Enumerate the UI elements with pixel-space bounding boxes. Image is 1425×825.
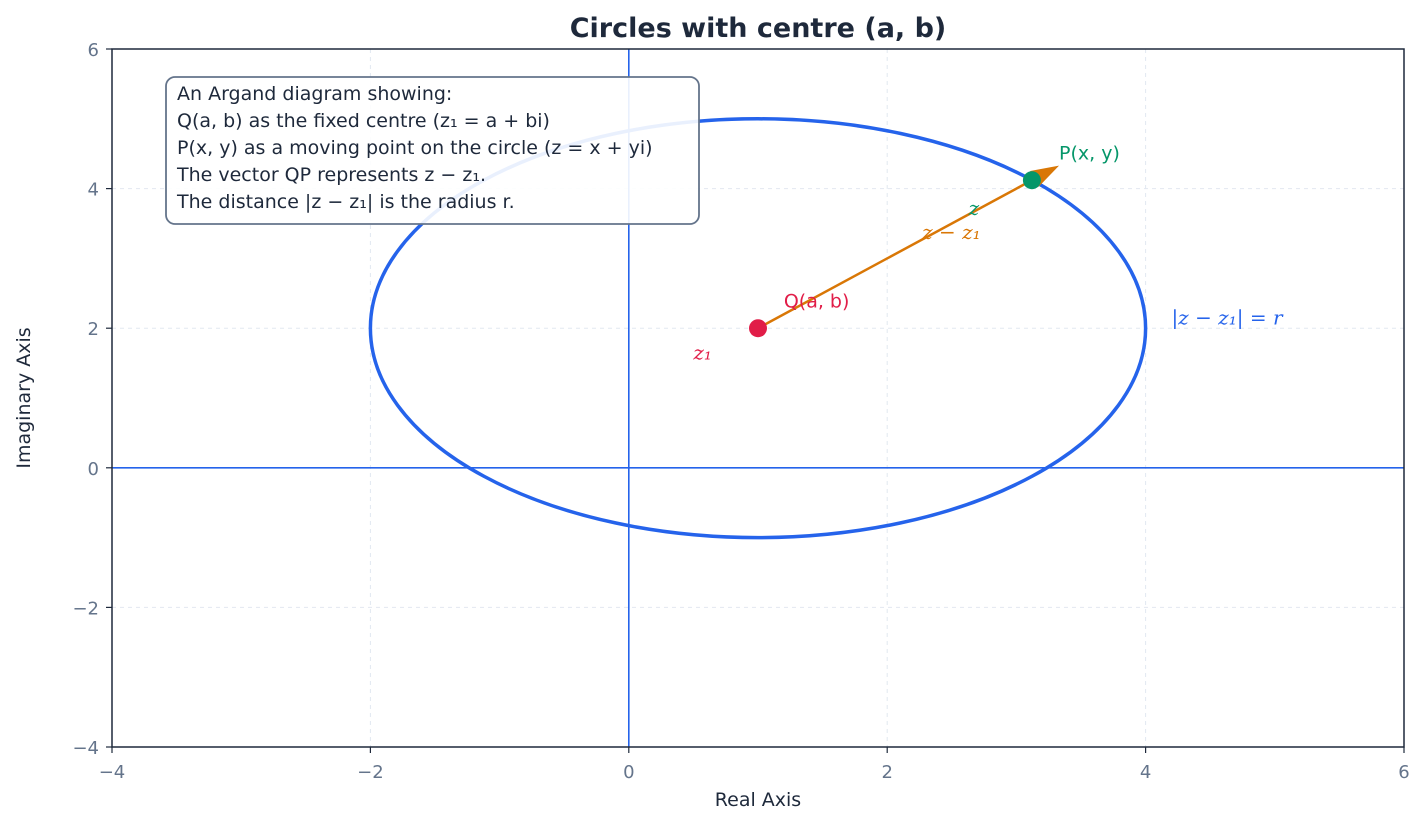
circle-layer [368,117,1148,540]
x-tick-label: 6 [1398,762,1409,783]
x-tick-label: 4 [1140,762,1151,783]
points-layer [749,171,1041,338]
annotation-line: Q(a, b) as the fixed centre (z₁ = a + bi… [177,110,550,132]
y-axis-title: Imaginary Axis [13,327,35,468]
y-tick-label: 4 [88,180,99,201]
moving-point-p [1022,171,1041,190]
y-tick-label: −4 [72,738,99,759]
y-tick-label: 2 [88,319,99,340]
vector-qp-shaft [757,177,1035,330]
centre-label: Q(a, b) [784,290,850,312]
locus-circle [368,117,1148,540]
annotation-line: The vector QP represents z − z₁. [176,164,486,186]
z1-label: z₁ [692,341,712,365]
x-tick-label: 0 [623,762,634,783]
y-tick-label: 6 [88,40,99,61]
annotation-box: An Argand diagram showing: Q(a, b) as the… [165,76,700,225]
chart-title: Circles with centre (a, b) [570,13,947,44]
x-axis-title: Real Axis [715,789,801,811]
z-label: z [968,196,980,220]
x-tick-label: −2 [357,762,384,783]
tick-marks: −4 −2 0 2 4 6 −4 −2 0 2 4 6 [72,40,1409,783]
annotation-line: P(x, y) as a moving point on the circle … [177,137,653,159]
y-tick-label: −2 [72,598,99,619]
x-tick-label: −4 [99,762,126,783]
plot-frame [111,48,1405,748]
annotation-box-frame [165,76,700,225]
labels-layer: Q(a, b) z₁ P(x, y) zz − z₁ |z − z₁| = r [692,142,1284,364]
y-tick-label: 0 [88,459,99,480]
annotation-line: An Argand diagram showing: [177,83,452,105]
centre-point-q [749,319,767,338]
circle-equation-label: |z − z₁| = r [1171,306,1284,331]
x-tick-label: 2 [881,762,892,783]
annotation-line: The distance |z − z₁| is the radius r. [176,191,515,213]
moving-point-label: P(x, y) [1059,142,1120,164]
vector-label: z − z₁ [921,220,981,244]
